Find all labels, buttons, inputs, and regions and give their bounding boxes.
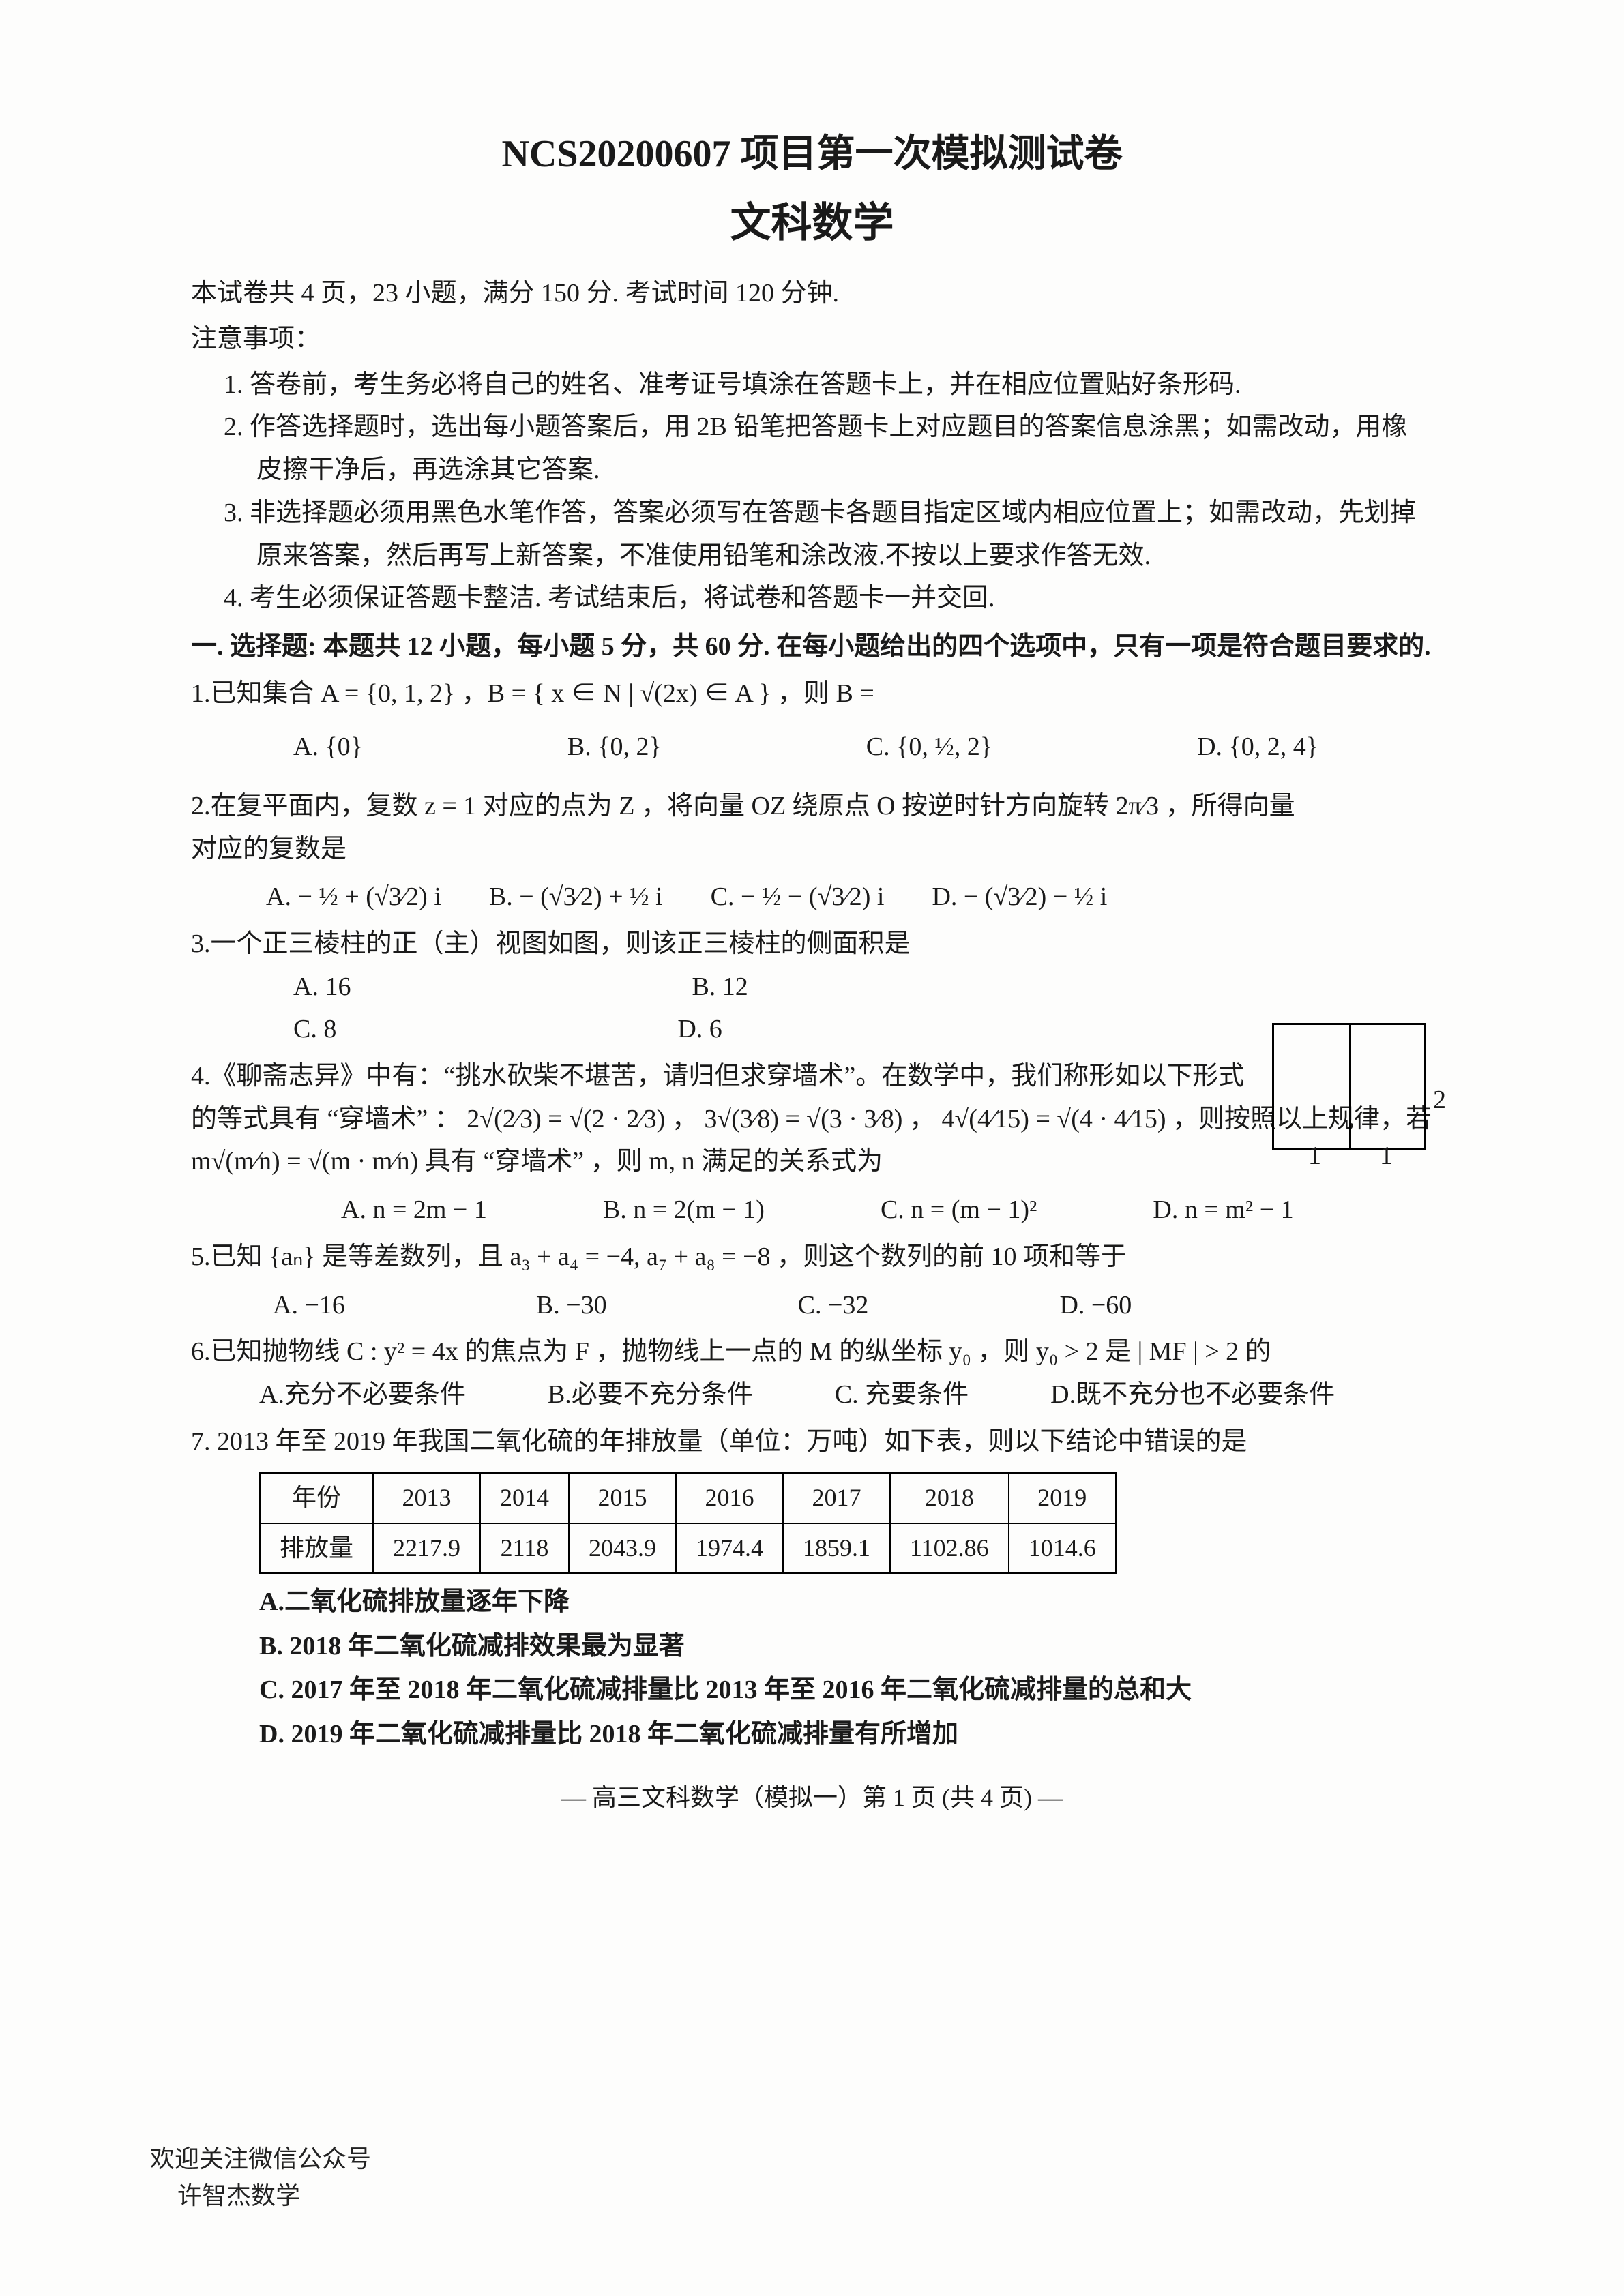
- q4-opt-d: D. n = m² − 1: [1153, 1189, 1293, 1232]
- q6-opt-d: D.既不充分也不必要条件: [1050, 1373, 1335, 1416]
- q1-options: A. {0} B. {0, 2} C. {0, ½, 2} D. {0, 2, …: [191, 726, 1433, 769]
- notice-1: 1. 答卷前，考生务必将自己的姓名、准考证号填涂在答题卡上，并在相应位置贴好条形…: [191, 363, 1433, 406]
- fig-label-1a: 1: [1308, 1135, 1321, 1178]
- fig-label-2: 2: [1433, 1079, 1446, 1122]
- q7-opt-c: C. 2017 年至 2018 年二氧化硫减排量比 2013 年至 2016 年…: [259, 1669, 1433, 1712]
- q2-opt-a: A. − ½ + (√3⁄2) i: [266, 876, 441, 919]
- q3-opt-b: B. 12: [692, 966, 748, 1009]
- q7-opt-a: A.二氧化硫排放量逐年下降: [259, 1581, 1433, 1624]
- q3-figure: 2 1 1: [1272, 1023, 1426, 1150]
- table-row-head: 年份 2013 2014 2015 2016 2017 2018 2019: [260, 1473, 1116, 1523]
- q4-options: A. n = 2m − 1 B. n = 2(m − 1) C. n = (m …: [191, 1189, 1433, 1232]
- q5-opt-a: A. −16: [273, 1284, 345, 1327]
- th-emission: 排放量: [260, 1523, 373, 1573]
- q4-opt-a: A. n = 2m − 1: [341, 1189, 487, 1232]
- q2-options: A. − ½ + (√3⁄2) i B. − (√3⁄2) + ½ i C. −…: [191, 876, 1433, 919]
- q1-opt-b: B. {0, 2}: [567, 726, 662, 769]
- q4-line1: 4.《聊斋志异》中有：“挑水砍柴不堪苦，请归但求穿墙术”。在数学中，我们称形如以…: [191, 1055, 1433, 1098]
- section-1-heading: 一. 选择题: 本题共 12 小题，每小题 5 分，共 60 分. 在每小题给出…: [191, 625, 1433, 668]
- q1-stem: 1.已知集合 A = {0, 1, 2} ，B = { x ∈ N | √(2x…: [191, 672, 1433, 715]
- q6-stem: 6.已知抛物线 C : y² = 4x 的焦点为 F ，抛物线上一点的 M 的纵…: [191, 1330, 1433, 1373]
- notice-2: 2. 作答选择题时，选出每小题答案后，用 2B 铅笔把答题卡上对应题目的答案信息…: [191, 406, 1433, 491]
- q5-stem: 5.已知 {aₙ} 是等差数列，且 a₃ + a₄ = −4, a₇ + a₈ …: [191, 1236, 1433, 1279]
- q5-options: A. −16 B. −30 C. −32 D. −60: [191, 1284, 1433, 1327]
- notice-4: 4. 考生必须保证答题卡整洁. 考试结束后，将试卷和答题卡一并交回.: [191, 577, 1433, 620]
- wm-line2: 许智杰数学: [150, 2177, 371, 2214]
- paper-title-2: 文科数学: [191, 190, 1433, 257]
- q7-opt-b: B. 2018 年二氧化硫减排效果最为显著: [259, 1625, 1433, 1668]
- q1-opt-a: A. {0}: [293, 726, 363, 769]
- q6-opt-a: A.充分不必要条件: [259, 1373, 466, 1416]
- q3-opt-d: D. 6: [677, 1008, 722, 1051]
- q1-opt-c: C. {0, ½, 2}: [866, 726, 992, 769]
- fig-label-1b: 1: [1380, 1135, 1393, 1178]
- q3-row2: C. 8 D. 6: [191, 1008, 1433, 1051]
- notice-heading: 注意事项：: [191, 318, 1433, 361]
- q5-opt-d: D. −60: [1059, 1284, 1132, 1327]
- notice-3: 3. 非选择题必须用黑色水笔作答，答案必须写在答题卡各题目指定区域内相应位置上；…: [191, 492, 1433, 577]
- q3-opt-a: A. 16: [293, 966, 351, 1009]
- q5-opt-c: C. −32: [798, 1284, 869, 1327]
- q7-table: 年份 2013 2014 2015 2016 2017 2018 2019 排放…: [259, 1472, 1117, 1574]
- q7-options: A.二氧化硫排放量逐年下降 B. 2018 年二氧化硫减排效果最为显著 C. 2…: [191, 1581, 1433, 1756]
- q2-opt-b: B. − (√3⁄2) + ½ i: [489, 876, 663, 919]
- q1-opt-d: D. {0, 2, 4}: [1197, 726, 1318, 769]
- q4-opt-c: C. n = (m − 1)²: [881, 1189, 1037, 1232]
- q6-opt-c: C. 充要条件: [835, 1373, 969, 1416]
- q4-opt-b: B. n = 2(m − 1): [603, 1189, 765, 1232]
- th-year: 年份: [260, 1473, 373, 1523]
- q2-stem-b: 对应的复数是: [191, 828, 1433, 871]
- q5-opt-b: B. −30: [536, 1284, 607, 1327]
- exam-page: NCS20200607 项目第一次模拟测试卷 文科数学 本试卷共 4 页，23 …: [0, 0, 1624, 2296]
- q3-stem: 3.一个正三棱柱的正（主）视图如图，则该正三棱柱的侧面积是: [191, 923, 1433, 966]
- wm-line1: 欢迎关注微信公众号: [150, 2141, 371, 2177]
- q6-opt-b: B.必要不充分条件: [548, 1373, 753, 1416]
- q7-stem: 7. 2013 年至 2019 年我国二氧化硫的年排放量（单位：万吨）如下表，则…: [191, 1420, 1433, 1463]
- q4-line2: 的等式具有 “穿墙术” ： 2√(2⁄3) = √(2 · 2⁄3) ， 3√(…: [191, 1098, 1433, 1141]
- watermark: 欢迎关注微信公众号 许智杰数学: [150, 2141, 371, 2214]
- q2-opt-d: D. − (√3⁄2) − ½ i: [932, 876, 1107, 919]
- intro-line: 本试卷共 4 页，23 小题，满分 150 分. 考试时间 120 分钟.: [191, 272, 1433, 315]
- q4-line3: m√(m⁄n) = √(m · m⁄n) 具有 “穿墙术” ，则 m, n 满足…: [191, 1140, 1433, 1183]
- paper-title-1: NCS20200607 项目第一次模拟测试卷: [191, 123, 1433, 185]
- q2-opt-c: C. − ½ − (√3⁄2) i: [711, 876, 885, 919]
- q3-row1: A. 16 B. 12: [191, 966, 1433, 1009]
- q7-opt-d: D. 2019 年二氧化硫减排量比 2018 年二氧化硫减排量有所增加: [259, 1713, 1433, 1756]
- table-row-data: 排放量 2217.9 2118 2043.9 1974.4 1859.1 110…: [260, 1523, 1116, 1573]
- q2-stem-a: 2.在复平面内，复数 z = 1 对应的点为 Z ，将向量 OZ 绕原点 O 按…: [191, 785, 1433, 828]
- q3-opt-c: C. 8: [293, 1008, 336, 1051]
- q6-options: A.充分不必要条件 B.必要不充分条件 C. 充要条件 D.既不充分也不必要条件: [191, 1373, 1433, 1416]
- page-footer: — 高三文科数学（模拟一）第 1 页 (共 4 页) —: [191, 1778, 1433, 1818]
